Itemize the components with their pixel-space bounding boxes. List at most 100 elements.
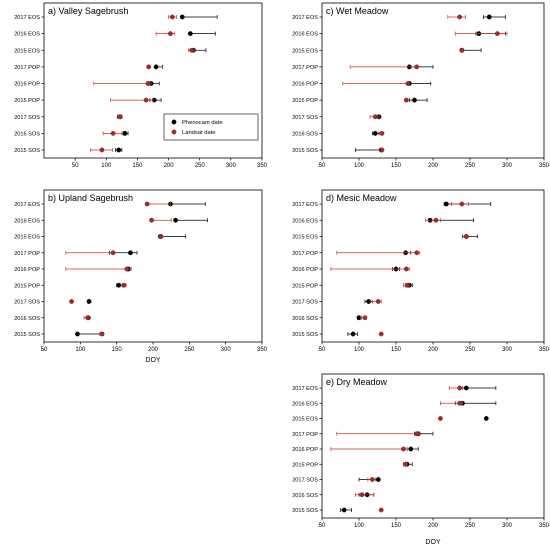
x-tick-label: 250 [465,163,476,169]
landsat-point [403,266,409,272]
landsat-point [124,266,130,272]
phenocam-point [173,217,178,223]
x-tick-label: 200 [428,347,439,353]
landsat-point [378,331,384,337]
x-tick-label: 50 [319,347,326,353]
category-label: 2016 EOS [14,32,40,38]
phenocam-point [128,250,133,256]
panel-title: c) Wet Meadow [326,6,389,16]
x-tick-label: 100 [101,163,112,169]
x-tick-label: 300 [502,163,513,169]
phenocam-point [463,385,469,391]
landsat-point [459,201,465,207]
category-label: 2015 SOS [14,332,40,338]
phenocam-point [179,14,185,20]
x-tick-label: 50 [72,163,79,169]
x-tick-label: 100 [354,347,365,353]
x-tick-label: 250 [465,347,476,353]
landsat-point [117,114,123,120]
x-tick-label: 150 [391,163,402,169]
x-tick-label: 50 [319,163,326,169]
phenocam-point [372,130,378,136]
x-tick-label: 200 [148,347,159,353]
phenocam-point [75,331,80,337]
x-tick-label: 50 [41,347,48,353]
phenocam-point [116,282,122,288]
category-label: 2016 SOS [292,493,318,499]
landsat-point [404,282,410,288]
landsat-point [362,315,368,321]
phenocam-point [122,130,128,136]
landsat-point [145,81,151,86]
landsat-point [143,97,149,103]
landsat-point [369,477,375,482]
landsat-point [168,31,173,37]
category-label: 2015 SOS [292,332,318,338]
landsat-point [378,507,384,513]
landsat-point [405,81,411,86]
x-tick-label: 250 [465,523,476,529]
x-tick-label: 350 [257,347,268,353]
phenocam-point [116,147,122,153]
chart-panel-2: c) Wet Meadow 50 100 150 200 250 300 350 2017 EO… [292,2,550,169]
landsat-point [414,250,420,256]
category-label: 2017 SOS [14,115,40,121]
category-label: 2015 POP [14,283,40,289]
landsat-point [85,315,91,321]
category-label: 2015 POP [292,462,318,468]
category-label: 2016 EOS [292,32,318,38]
category-label: 2017 EOS [292,386,318,392]
category-label: 2017 SOS [292,478,318,484]
x-tick-label: 300 [226,163,237,169]
category-label: 2017 EOS [14,15,40,21]
x-tick-label: 200 [428,163,439,169]
landsat-point [414,64,420,70]
category-label: 2016 SOS [292,131,318,137]
category-label: 2016 EOS [292,218,318,224]
legend-marker [171,129,177,135]
category-label: 2016 POP [292,447,318,453]
category-label: 2017 POP [14,65,40,71]
chart-panel-3: d) Mesic Meadow 50 100 150 200 250 300 350 2017 … [292,189,550,353]
x-tick-label: 100 [75,347,86,353]
category-label: 2015 EOS [14,48,40,54]
chart-panel-0: a) Valley Sagebrush 50 100 150 200 250 300 350 2… [14,2,268,169]
phenocam-point [341,507,347,513]
category-label: 2017 SOS [14,300,40,306]
phenocam-point [412,97,417,103]
category-label: 2015 EOS [14,235,40,241]
phenocam-point [408,446,414,452]
x-tick-label: 300 [221,347,232,353]
category-label: 2015 POP [14,98,40,104]
category-label: 2016 POP [14,267,40,273]
x-tick-label: 100 [354,523,365,529]
landsat-point [400,446,406,452]
plot-frame [43,189,263,343]
category-label: 2015 SOS [292,148,318,154]
x-tick-label: 350 [257,163,268,169]
legend-entry: Landsat date [182,130,216,136]
x-tick-label: 150 [112,347,123,353]
landsat-point [99,331,105,337]
phenocam-point [86,299,92,304]
landsat-point [144,201,150,207]
chart-panel-4: e) Dry Meadow 50 100 150 200 250 300 350 DOY 2017… [292,373,550,546]
phenocam-point [375,477,381,482]
landsat-point [158,234,164,239]
chart-panel-1: b) Upland Sagebrush 50 100 150 200 250 300 350 D… [14,189,268,364]
landsat-point [457,14,463,20]
x-axis-title: DOY [145,357,161,364]
category-label: 2015 EOS [292,417,318,423]
landsat-point [169,14,175,20]
x-tick-label: 100 [354,163,365,169]
legend-marker [171,119,177,125]
category-label: 2016 POP [14,82,40,88]
x-tick-label: 50 [319,523,326,529]
panel-title: d) Mesic Meadow [326,193,397,203]
category-label: 2017 SOS [292,300,318,306]
category-label: 2017 EOS [292,15,318,21]
x-tick-label: 250 [195,163,206,169]
phenocam-point [443,201,449,207]
landsat-point [459,47,465,53]
x-axis-title: DOY [425,539,441,546]
